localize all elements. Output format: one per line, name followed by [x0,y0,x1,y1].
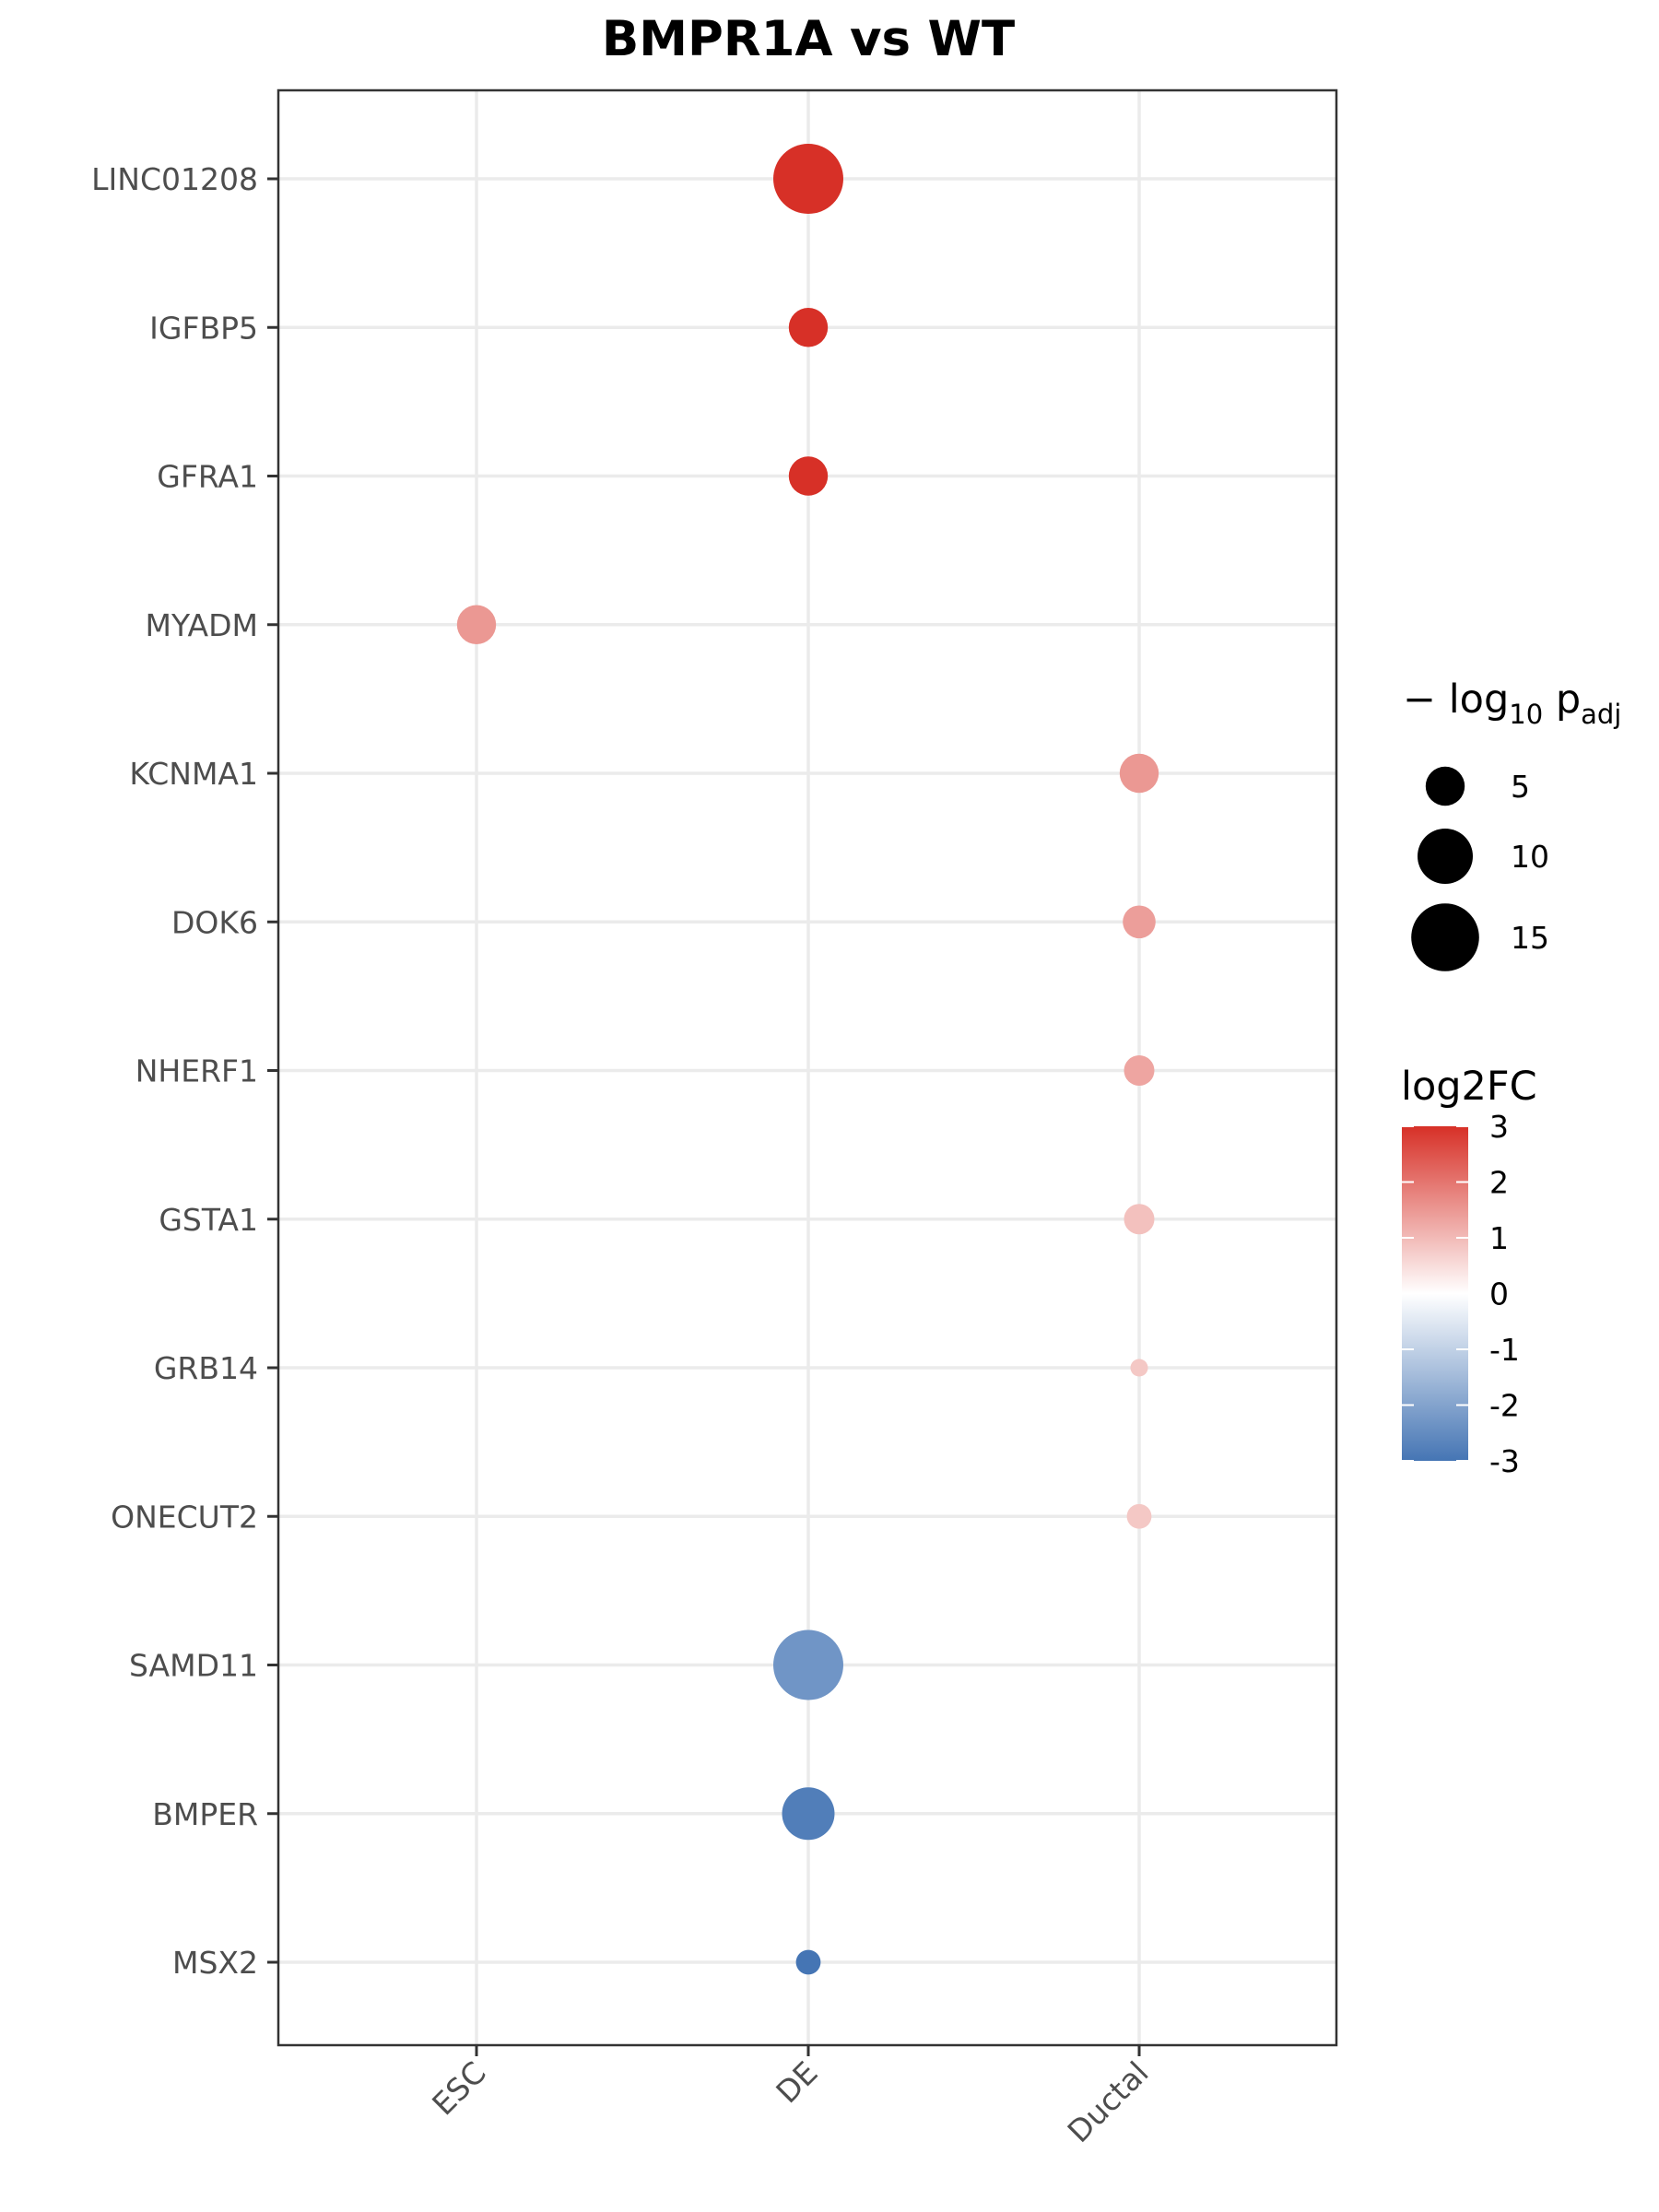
y-tick-label: ONECUT2 [111,1499,258,1535]
color-legend-title: log2FC [1401,1064,1537,1110]
color-legend-label: -2 [1489,1388,1520,1424]
color-legend-ticks: 3 2 1 0 -1 -2 -3 [1402,1109,1520,1479]
x-tick-label: DE [769,2054,824,2110]
data-point-igfbp5 [788,308,829,347]
data-point-dok6 [1123,905,1156,939]
y-tick-label: LINC01208 [91,161,258,197]
x-axis: ESC DE Ductal [425,2045,1156,2149]
y-tick-label: SAMD11 [129,1648,258,1684]
color-legend-label: 0 [1489,1277,1509,1312]
color-legend-label: 3 [1489,1109,1509,1145]
y-tick-label: GSTA1 [159,1202,258,1238]
data-point-bmper [782,1787,835,1841]
data-point-onecut2 [1126,1503,1152,1529]
data-point-myadm [456,605,497,644]
data-points [456,144,1159,1975]
y-tick-label: IGFBP5 [149,310,258,346]
x-tick-label: Ductal [1061,2054,1156,2149]
size-legend-label: 15 [1511,920,1549,956]
size-legend-key [1411,903,1479,971]
y-tick-label: GRB14 [154,1350,258,1386]
data-point-grb14 [1130,1359,1148,1377]
color-legend-label: -3 [1489,1443,1520,1479]
data-point-msx2 [795,1949,821,1975]
color-legend-label: -1 [1489,1332,1520,1368]
color-legend-label: 2 [1489,1165,1509,1201]
data-point-nherf1 [1124,1055,1155,1086]
data-point-linc01208 [773,144,843,214]
color-legend: log2FC 3 2 1 0 -1 -2 -3 [1401,1064,1537,1479]
y-axis: LINC01208 IGFBP5 GFRA1 MYADM KCNMA1 DOK6 NHERF… [91,161,278,1981]
size-legend-label: 5 [1511,769,1530,805]
data-point-kcnma1 [1119,753,1159,794]
y-tick-label: BMPER [152,1796,258,1832]
data-point-samd11 [773,1630,843,1700]
y-tick-label: KCNMA1 [129,756,258,792]
color-legend-label: 1 [1489,1220,1509,1256]
y-tick-label: GFRA1 [157,459,258,495]
data-point-gsta1 [1124,1204,1155,1235]
chart-title: BMPR1A vs WT [602,11,1015,67]
y-tick-label: DOK6 [171,904,258,940]
grid-lines [278,90,1336,2045]
y-tick-label: MYADM [145,607,258,643]
size-legend-title: − log10 padj [1403,677,1621,730]
x-tick-label: ESC [425,2054,492,2122]
y-tick-label: MSX2 [172,1945,258,1981]
size-legend-key [1425,766,1465,806]
size-legend-label: 10 [1511,839,1549,875]
size-legend: − log10 padj 5 10 15 [1403,677,1621,971]
size-legend-items: 5 10 15 [1411,766,1549,971]
y-tick-label: NHERF1 [135,1053,258,1089]
size-legend-key [1418,829,1473,884]
data-point-gfra1 [788,456,829,496]
